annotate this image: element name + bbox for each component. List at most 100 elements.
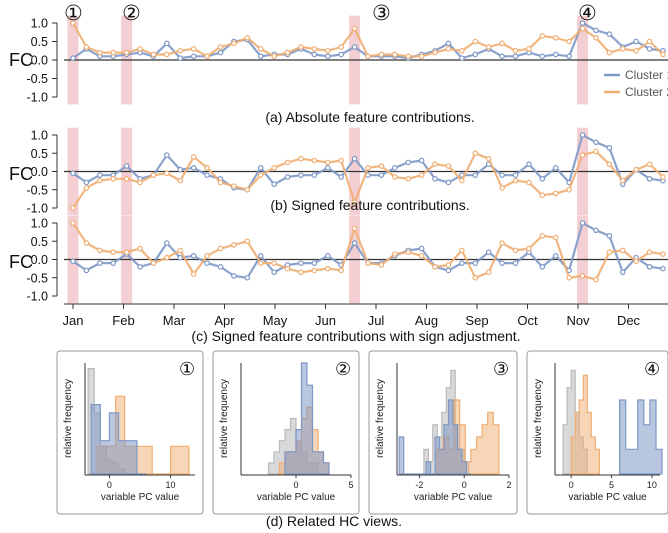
data-point-cluster2 [190,271,197,277]
data-point-cluster1 [311,172,318,178]
hist-orange [570,374,600,475]
month-label: Jan [63,313,84,328]
data-point-cluster1 [70,170,76,177]
data-point-cluster1 [244,274,251,281]
data-point-cluster2 [351,225,358,232]
data-point-cluster1 [338,174,344,180]
data-point-cluster2 [566,274,572,281]
data-point-cluster2 [526,179,532,186]
data-point-cluster2 [552,190,559,197]
data-point-cluster1 [164,152,170,158]
data-point-cluster2 [378,51,385,58]
data-point-cluster1 [271,269,277,276]
data-point-cluster2 [244,238,251,245]
data-point-cluster2 [593,148,599,155]
data-point-cluster2 [606,249,613,256]
data-point-cluster2 [593,34,599,41]
data-point-cluster2 [539,192,546,199]
data-point-cluster2 [526,46,532,52]
data-point-cluster2 [83,240,90,246]
month-label: May [263,313,288,328]
data-point-cluster1 [177,254,184,261]
ytick-label: -0.5 [26,72,48,86]
data-point-cluster1 [351,44,358,50]
data-point-cluster1 [445,40,452,47]
hist-xtick-label: 0 [107,480,112,490]
hist-xtick-label: 0 [569,480,574,490]
data-point-cluster1 [83,179,90,186]
hc-view-marker: ③ [493,359,509,380]
legend-cluster1: Cluster 1 [625,68,668,82]
data-point-cluster2 [123,249,130,256]
data-point-cluster1 [633,38,639,45]
hist-blue [284,362,330,475]
data-point-cluster2 [257,260,264,266]
marker-1: ① [64,1,83,25]
panel-a-ylabel: FC [9,50,33,70]
ytick-label: 0.5 [31,235,48,249]
data-point-cluster1 [606,232,613,239]
data-point-cluster2 [633,47,639,54]
ytick-label: 0.0 [31,253,48,267]
data-point-cluster2 [137,46,143,52]
data-point-cluster1 [646,176,653,182]
ytick-label: 1.0 [31,217,48,231]
hc-view-2: ② 0 5 variable PC value relative frequency [212,350,360,515]
data-point-cluster1 [351,155,358,162]
data-point-cluster1 [646,46,653,52]
data-point-cluster1 [566,53,572,60]
data-point-cluster2 [70,205,76,211]
marker-4: ④ [578,1,597,25]
data-point-cluster1 [539,263,546,270]
data-point-cluster2 [392,51,398,58]
data-point-cluster1 [512,260,519,266]
data-point-cluster1 [177,166,184,173]
month-label: Jul [368,313,385,328]
marker-3: ③ [372,1,391,25]
series-line-cluster1 [72,21,664,60]
caption-d: (d) Related HC views. [266,513,402,529]
data-point-cluster1 [418,157,425,164]
data-point-cluster1 [83,267,90,274]
data-point-cluster1 [351,240,358,246]
data-point-cluster1 [593,227,599,234]
data-point-cluster1 [445,179,452,186]
data-point-cluster1 [418,245,425,252]
ytick-label: -0.5 [26,183,48,197]
data-point-cluster2 [231,242,237,248]
marker-2: ② [122,1,141,25]
ytick-label: 1.0 [31,129,48,143]
data-point-cluster2 [204,165,210,171]
data-point-cluster2 [472,38,479,45]
data-point-cluster1 [405,159,412,166]
data-point-cluster2 [432,263,438,270]
data-point-cluster1 [606,31,613,37]
data-point-cluster1 [552,165,559,171]
data-point-cluster1 [646,263,653,270]
data-point-cluster2 [512,177,519,184]
data-point-cluster2 [646,249,653,256]
data-point-cluster2 [619,177,626,184]
month-label: Sep [465,313,488,328]
data-point-cluster2 [539,33,546,39]
month-label: Oct [517,313,538,328]
hist-xtick-label: 2 [506,480,511,490]
data-point-cluster1 [217,263,224,270]
data-point-cluster2 [338,44,344,50]
data-point-cluster2 [70,220,76,226]
data-point-cluster2 [244,34,251,41]
data-point-cluster2 [432,49,438,56]
data-point-cluster2 [83,44,90,50]
data-point-cluster2 [606,161,613,168]
data-point-cluster2 [244,186,251,193]
data-point-cluster2 [97,247,103,254]
hist-xtick-label: 0 [462,480,467,490]
data-point-cluster1 [70,258,76,265]
data-point-cluster2 [646,161,653,168]
data-point-cluster2 [512,247,519,254]
month-label: Mar [163,313,186,328]
data-point-cluster1 [311,260,318,266]
data-point-cluster2 [445,262,452,268]
